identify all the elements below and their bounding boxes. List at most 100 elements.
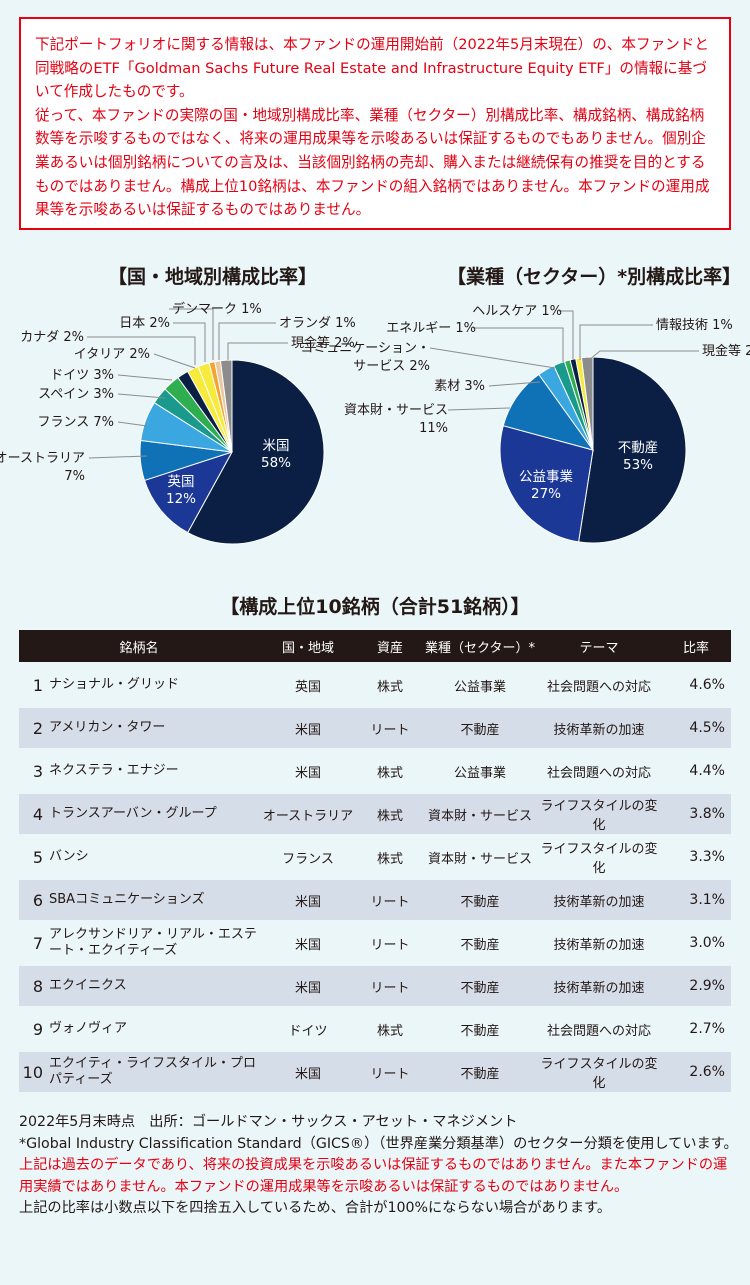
pie-leader-1-6 xyxy=(559,310,574,360)
pie-label-1-3: 素材 3% xyxy=(434,379,485,394)
cell-asset: 株式 xyxy=(357,751,423,791)
cell-asset: 株式 xyxy=(357,837,423,877)
source-note: 2022年5月末時点 出所：ゴールドマン・サックス・アセット・マネジメント xyxy=(19,1114,518,1130)
cell-rank: 8 xyxy=(19,966,47,1006)
pie-label-0-4: スペイン 3% xyxy=(38,387,114,402)
pie-leader-0-6 xyxy=(153,353,196,369)
table-row: 9 ヴォノヴィア ドイツ 株式 不動産 社会問題への対応 2.7% xyxy=(19,1009,731,1049)
col-header-asset: 資産 xyxy=(357,630,423,662)
pie-label-0-0: 米国 xyxy=(263,438,290,454)
pie-leader-0-3 xyxy=(117,421,148,427)
pie-leader-0-7 xyxy=(87,336,196,365)
table-row: 10 エクイティ・ライフスタイル・プロパティーズ 米国 リート 不動産 ライフスタイルの変… xyxy=(19,1052,731,1092)
cell-weight: 3.1% xyxy=(661,880,731,920)
cell-asset: 株式 xyxy=(357,665,423,705)
cell-rank: 5 xyxy=(19,837,47,877)
disclaimer-note: 上記は過去のデータであり、将来の投資成果を示唆あるいは保証するものではありません… xyxy=(19,1157,728,1195)
cell-sector: 不動産 xyxy=(423,708,537,748)
cell-rank: 3 xyxy=(19,751,47,791)
col-header-sector: 業種（セクター）* xyxy=(423,630,537,662)
pie-slice-0-11 xyxy=(219,359,233,453)
cell-sector: 不動産 xyxy=(423,966,537,1006)
table-header-row: 銘柄名 国・地域 資産 業種（セクター）* テーマ 比率 xyxy=(19,630,731,662)
pie-label-0-2-value: 7% xyxy=(64,469,85,484)
pie-leader-1-5 xyxy=(473,327,564,362)
col-header-weight: 比率 xyxy=(661,630,731,662)
cell-rank: 6 xyxy=(19,880,47,920)
pie-leader-0-9 xyxy=(169,308,214,360)
cell-rank: 10 xyxy=(19,1052,47,1092)
pie-label-1-2-value: 11% xyxy=(419,421,448,436)
cell-weight: 3.8% xyxy=(661,794,731,834)
cell-theme: 技術革新の加速 xyxy=(537,923,661,963)
cell-rank: 7 xyxy=(19,923,47,963)
country-chart-title: 【国・地域別構成比率】 xyxy=(108,266,318,288)
cell-rank: 2 xyxy=(19,708,47,748)
pie-label-1-5: エネルギー 1% xyxy=(386,321,476,336)
cell-sector: 不動産 xyxy=(423,1009,537,1049)
cell-country: 米国 xyxy=(259,708,357,748)
pie-label-1-1: 公益事業 xyxy=(519,469,573,485)
table-row: 8 エクイニクス 米国 リート 不動産 技術革新の加速 2.9% xyxy=(19,966,731,1006)
sector-chart-title: 【業種（セクター）*別構成比率】 xyxy=(447,266,742,288)
pie-leader-0-5 xyxy=(117,374,173,381)
cell-weight: 3.0% xyxy=(661,923,731,963)
pie-leader-1-4 xyxy=(429,347,556,369)
notice-box: 下記ポートフォリオに関する情報は、本ファンドの運用開始前（2022年5月末現在）… xyxy=(19,17,731,230)
cell-name: バンシ xyxy=(47,837,259,877)
cell-name: ナショナル・グリッド xyxy=(47,665,259,705)
cell-theme: 社会問題への対応 xyxy=(537,1009,661,1049)
pie-leader-1-3 xyxy=(488,381,541,387)
gics-note: *Global Industry Classification Standard… xyxy=(19,1135,738,1152)
cell-asset: 株式 xyxy=(357,794,423,834)
cell-sector: 不動産 xyxy=(423,1052,537,1092)
pie-label-1-0: 不動産 xyxy=(618,440,659,456)
cell-name: トランスアーバン・グループ xyxy=(47,794,259,834)
pie-leader-0-11 xyxy=(227,342,288,360)
pie-label-0-1: 英国 xyxy=(168,473,195,490)
table-row: 7 アレクサンドリア・リアル・エステート・エクイティーズ 米国 リート 不動産 技術革新の… xyxy=(19,923,731,963)
pie-label-0-1-value: 12% xyxy=(166,491,196,507)
cell-country: 英国 xyxy=(259,665,357,705)
pie-label-0-11: 現金等 2% xyxy=(291,335,355,351)
cell-weight: 4.4% xyxy=(661,751,731,791)
cell-asset: リート xyxy=(357,923,423,963)
cell-sector: 公益事業 xyxy=(423,751,537,791)
cell-theme: 社会問題への対応 xyxy=(537,665,661,705)
cell-theme: 技術革新の加速 xyxy=(537,880,661,920)
table-row: 1 ナショナル・グリッド 英国 株式 公益事業 社会問題への対応 4.6% xyxy=(19,665,731,705)
cell-name: エクイニクス xyxy=(47,966,259,1006)
cell-name: アメリカン・タワー xyxy=(47,708,259,748)
table-row: 6 SBAコミュニケーションズ 米国 リート 不動産 技術革新の加速 3.1% xyxy=(19,880,731,920)
cell-theme: 社会問題への対応 xyxy=(537,751,661,791)
pie-label-1-6: ヘルスケア 1% xyxy=(472,304,562,319)
cell-theme: ライフスタイルの変化 xyxy=(537,1052,661,1092)
pie-label-0-10: オランダ 1% xyxy=(279,316,356,331)
cell-theme: 技術革新の加速 xyxy=(537,708,661,748)
cell-name: ヴォノヴィア xyxy=(47,1009,259,1049)
cell-weight: 3.3% xyxy=(661,837,731,877)
cell-weight: 2.6% xyxy=(661,1052,731,1092)
notice-text-1: 下記ポートフォリオに関する情報は、本ファンドの運用開始前（2022年5月末現在）… xyxy=(35,36,709,101)
pie-label-1-4-value: サービス 2% xyxy=(353,359,430,374)
cell-country: オーストラリア xyxy=(259,794,357,834)
pie-leader-1-7 xyxy=(579,324,653,360)
cell-weight: 4.5% xyxy=(661,708,731,748)
col-header-name: 銘柄名 xyxy=(19,630,259,662)
pie-label-0-8: 日本 2% xyxy=(119,316,170,331)
cell-rank: 9 xyxy=(19,1009,47,1049)
cell-theme: ライフスタイルの変化 xyxy=(537,794,661,834)
pie-slice-0-1 xyxy=(143,451,234,534)
cell-country: 米国 xyxy=(259,880,357,920)
cell-country: 米国 xyxy=(259,1052,357,1092)
holdings-title: 【構成上位10銘柄（合計51銘柄）】 xyxy=(220,596,530,618)
cell-sector: 不動産 xyxy=(423,923,537,963)
pie-leader-1-8 xyxy=(588,350,699,361)
holdings-table: 銘柄名 国・地域 資産 業種（セクター）* テーマ 比率 1 ナショナル・グリッド… xyxy=(19,627,731,1095)
col-header-theme: テーマ xyxy=(537,630,661,662)
pie-label-0-9: デンマーク 1% xyxy=(172,301,262,317)
pie-label-1-2: 資本財・サービス xyxy=(344,403,448,418)
cell-weight: 2.7% xyxy=(661,1009,731,1049)
pie-label-1-7: 情報技術 1% xyxy=(656,318,733,333)
